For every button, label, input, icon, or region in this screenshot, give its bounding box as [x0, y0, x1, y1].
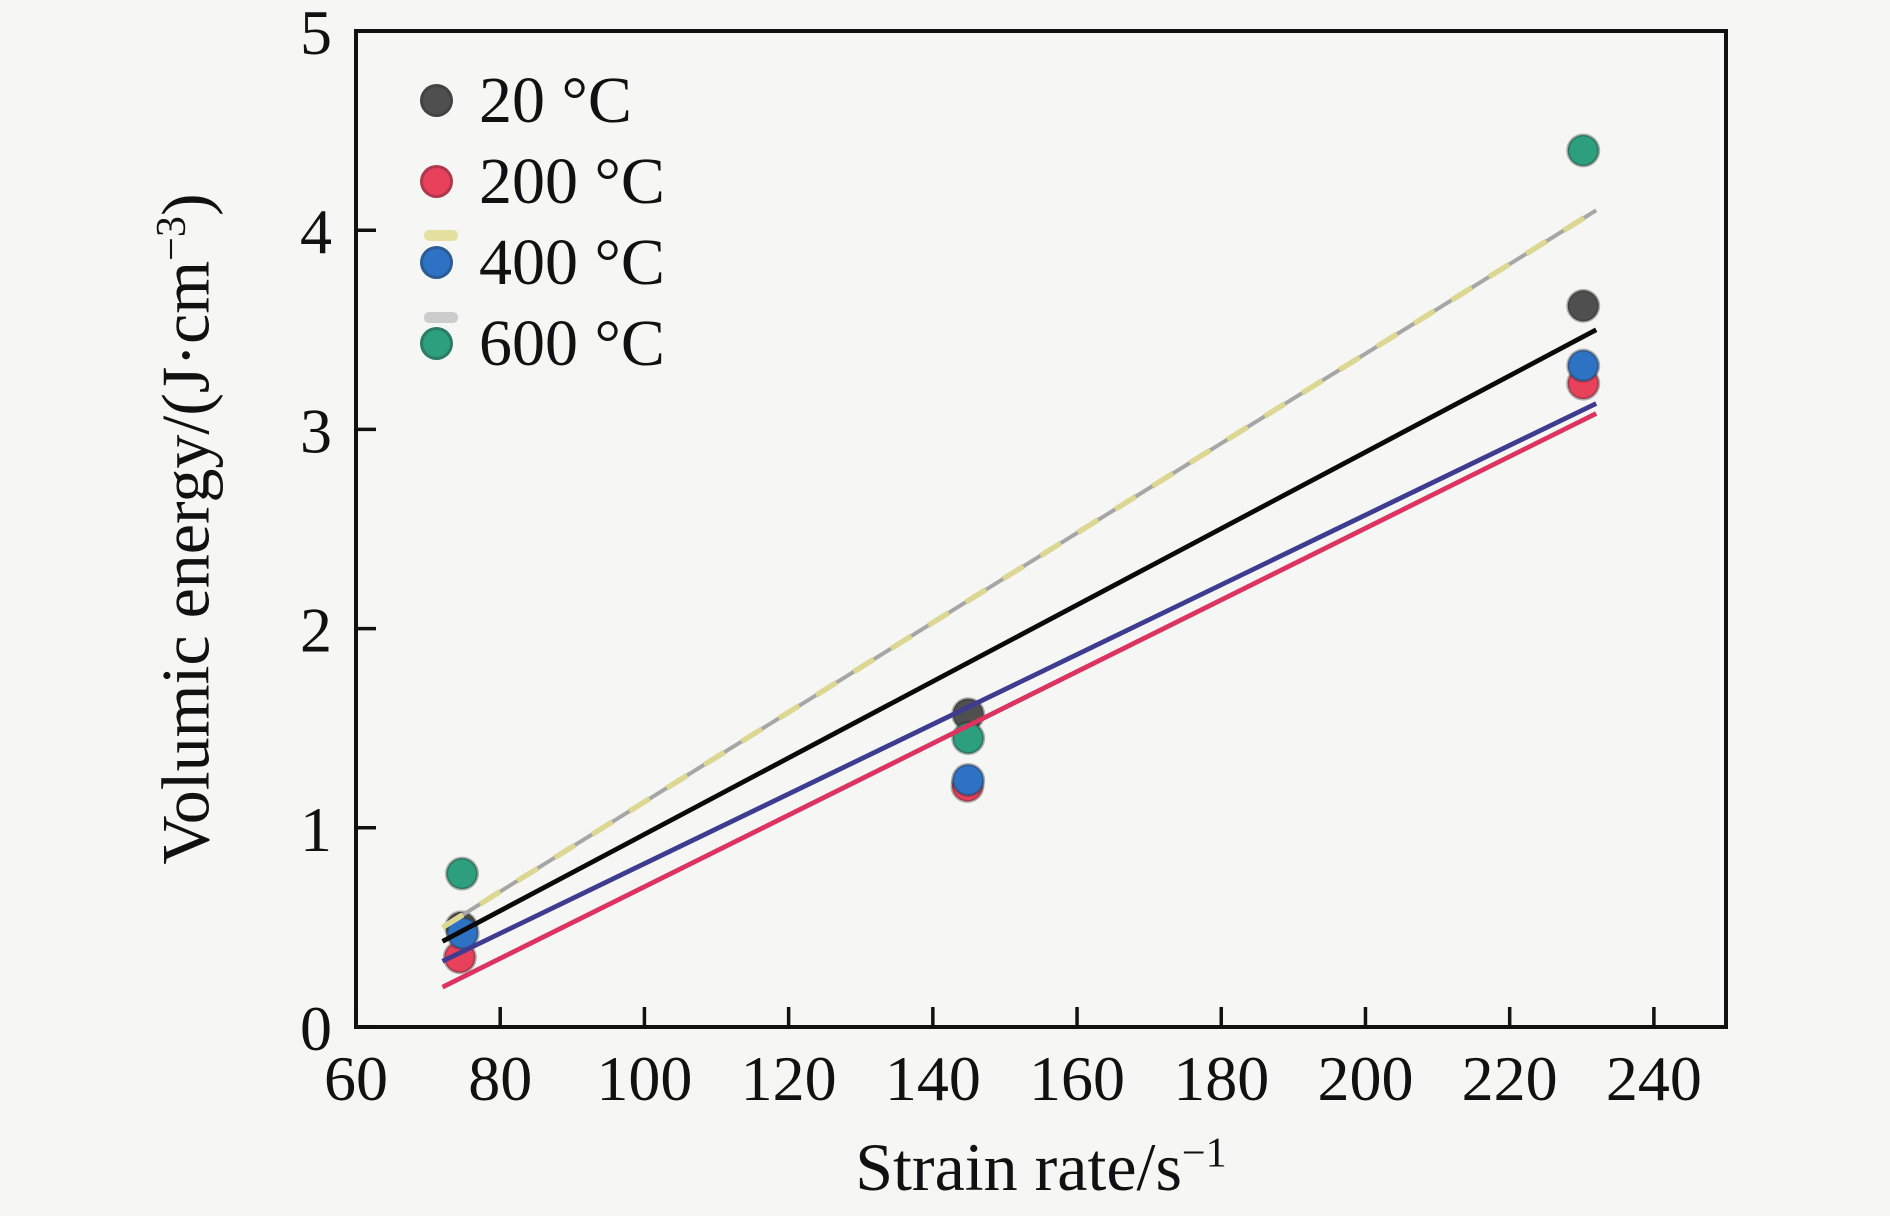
y-axis-title-base: Volumic energy/(J·cm [147, 260, 224, 865]
x-tick-label: 80 [468, 1043, 532, 1114]
y-axis-title-sup: −3 [147, 216, 195, 261]
data-point-600°c [444, 856, 479, 891]
x-tick-label: 120 [741, 1043, 837, 1114]
x-tick-label: 140 [885, 1043, 981, 1114]
plot-frame [354, 29, 1728, 1029]
legend-marker-icon [420, 165, 453, 198]
legend-item-20°c: 20 °C [420, 60, 665, 141]
y-tick-label: 3 [300, 395, 332, 466]
fit-line-600°c [441, 207, 1598, 930]
x-tick-label: 240 [1606, 1043, 1702, 1114]
x-tick-label: 100 [596, 1043, 692, 1114]
fit-line-400°c [441, 401, 1598, 964]
legend-marker-icon [420, 327, 453, 360]
y-tick-label: 4 [300, 196, 332, 267]
data-point-20°c [1566, 288, 1601, 323]
x-tick-label: 180 [1173, 1043, 1269, 1114]
legend-item-600°c: 600 °C [420, 303, 665, 384]
data-point-400°c [1566, 348, 1601, 383]
legend-item-400°c: 400 °C [420, 222, 665, 303]
x-axis-title: Strain rate/s−1 [356, 1128, 1726, 1207]
x-tick-label: 60 [324, 1043, 388, 1114]
x-tick-label: 220 [1462, 1043, 1558, 1114]
fit-line-200°c [441, 411, 1598, 990]
fit-line-20°c [441, 327, 1598, 944]
legend-marker-icon [420, 246, 453, 279]
y-tick-label: 1 [300, 794, 332, 865]
legend-label: 400 °C [479, 225, 665, 299]
legend-item-200°c: 200 °C [420, 141, 665, 222]
x-axis-title-sup: −1 [1181, 1129, 1227, 1177]
legend: 20 °C 200 °C 400 °C 600 °C [420, 60, 665, 384]
legend-marker-icon [420, 84, 453, 117]
legend-line-sample-gray-icon [424, 312, 458, 323]
data-point-400°c [951, 762, 986, 797]
data-point-600°c [1566, 133, 1601, 168]
x-tick-label: 200 [1317, 1043, 1413, 1114]
x-axis-title-base: Strain rate/s [855, 1129, 1182, 1205]
y-axis-title-close: ) [147, 193, 224, 217]
y-axis-title: Volumic energy/(J·cm−3) [147, 193, 226, 864]
legend-label: 600 °C [479, 306, 665, 380]
legend-line-sample-khaki-icon [424, 230, 458, 241]
y-tick-label: 0 [300, 993, 332, 1064]
legend-label: 200 °C [479, 144, 665, 218]
y-tick-label: 5 [300, 0, 332, 68]
y-tick-label: 2 [300, 595, 332, 666]
x-tick-label: 160 [1029, 1043, 1125, 1114]
legend-label: 20 °C [479, 63, 632, 137]
